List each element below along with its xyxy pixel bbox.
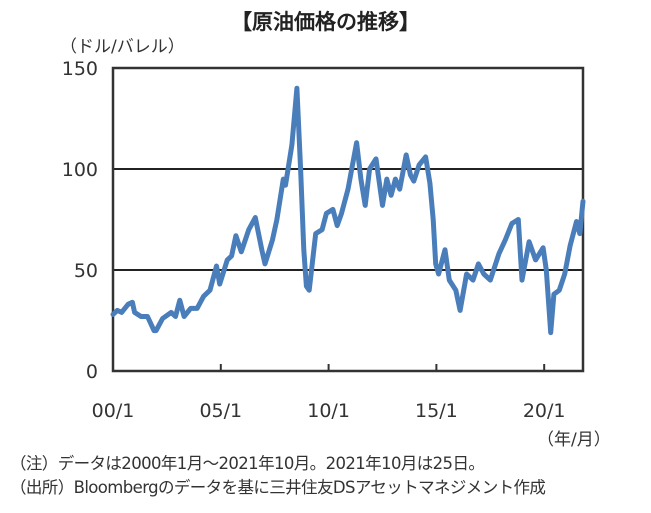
x-tick-label: 00/1 — [92, 400, 135, 422]
x-tick-label: 15/1 — [415, 400, 458, 422]
x-tick-label: 10/1 — [307, 400, 350, 422]
plot-border — [111, 66, 585, 373]
y-tick-label: 0 — [86, 361, 98, 383]
source-text: （出所）Bloombergのデータを基に三井住友DSアセットマネジメント作成 — [10, 478, 546, 497]
x-axis-unit: （年/月） — [537, 430, 611, 450]
y-axis-unit: （ドル/バレル） — [60, 37, 185, 57]
y-tick-label: 150 — [62, 58, 98, 80]
x-tick-label: 20/1 — [523, 400, 566, 422]
y-tick-label: 100 — [62, 159, 98, 181]
x-tick-label: 05/1 — [199, 400, 242, 422]
note-text: （注）データは2000年1月～2021年10月。2021年10月は25日。 — [10, 454, 485, 473]
y-tick-label: 50 — [74, 260, 98, 282]
series-line — [110, 85, 586, 336]
chart-title: 【原油価格の推移】 — [231, 10, 420, 34]
